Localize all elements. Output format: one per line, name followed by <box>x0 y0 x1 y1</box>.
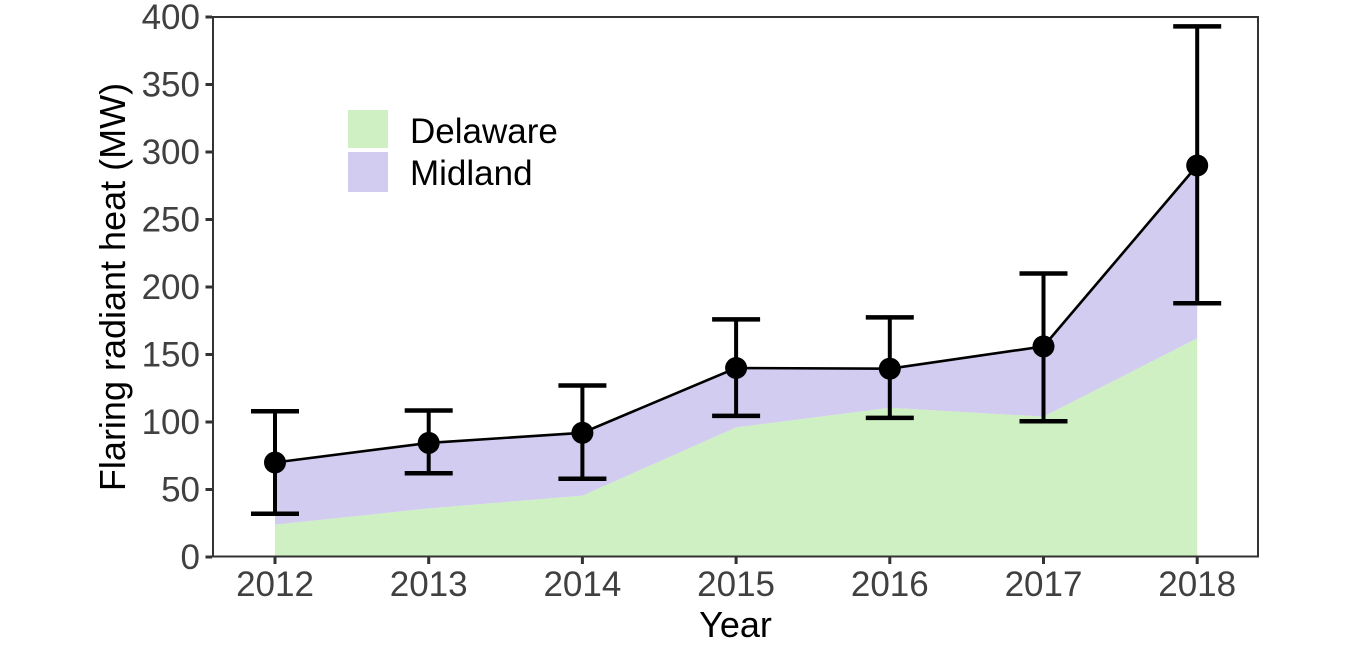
svg-text:0: 0 <box>181 538 200 577</box>
svg-text:50: 50 <box>161 471 200 510</box>
svg-text:Delaware: Delaware <box>410 112 558 151</box>
svg-text:300: 300 <box>142 133 200 172</box>
svg-text:2015: 2015 <box>697 565 775 604</box>
svg-text:Year: Year <box>699 604 772 645</box>
svg-text:Flaring radiant heat (MW): Flaring radiant heat (MW) <box>92 83 133 491</box>
svg-text:150: 150 <box>142 336 200 375</box>
svg-text:200: 200 <box>142 268 200 307</box>
svg-text:350: 350 <box>142 66 200 105</box>
svg-text:400: 400 <box>142 0 200 37</box>
svg-text:2012: 2012 <box>236 565 314 604</box>
svg-text:Midland: Midland <box>410 154 533 193</box>
svg-text:2013: 2013 <box>390 565 468 604</box>
svg-text:100: 100 <box>142 403 200 442</box>
svg-text:2014: 2014 <box>543 565 621 604</box>
svg-text:250: 250 <box>142 201 200 240</box>
svg-text:2016: 2016 <box>851 565 929 604</box>
svg-text:2017: 2017 <box>1005 565 1083 604</box>
svg-text:2018: 2018 <box>1158 565 1236 604</box>
